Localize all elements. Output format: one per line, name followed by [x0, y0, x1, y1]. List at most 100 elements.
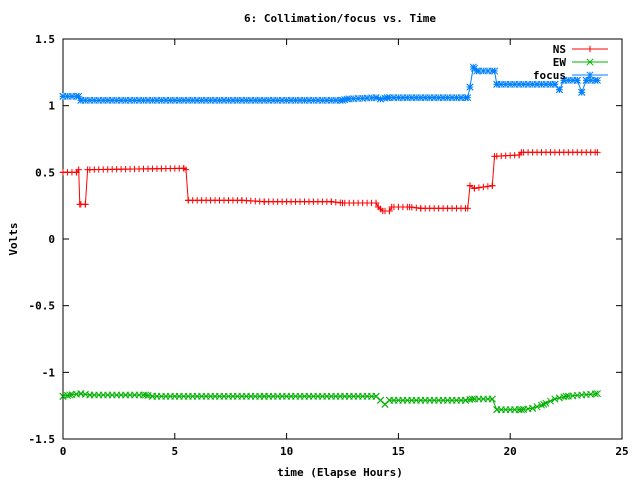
data-point [480, 183, 487, 191]
y-tick-label: -0.5 [29, 300, 56, 313]
data-point [413, 204, 420, 211]
data-point [59, 92, 67, 100]
data-point [406, 203, 413, 211]
data-point [573, 76, 581, 84]
data-point [533, 403, 541, 411]
data-point [578, 88, 586, 96]
data-point [372, 199, 380, 207]
data-point [542, 399, 550, 407]
data-point [489, 182, 496, 189]
data-point [466, 83, 474, 91]
data-point [464, 205, 471, 212]
data-point [555, 394, 563, 402]
data-point [332, 199, 339, 206]
x-tick-label: 5 [171, 445, 178, 458]
data-point [59, 169, 67, 176]
x-tick-label: 10 [280, 445, 293, 458]
data-point [555, 86, 563, 94]
data-point [375, 203, 382, 211]
data-point [182, 166, 190, 173]
legend-marker [586, 58, 594, 66]
data-point [484, 183, 492, 190]
data-point [59, 392, 67, 400]
legend-label-ew: EW [553, 56, 567, 69]
data-point [385, 396, 394, 404]
data-point [551, 395, 559, 403]
data-point [537, 401, 546, 409]
data-point [593, 76, 601, 84]
data-point [591, 390, 599, 398]
x-tick-label: 25 [615, 445, 628, 458]
data-point [185, 197, 192, 204]
y-tick-label: 0 [48, 233, 55, 246]
data-point [260, 392, 268, 400]
data-point [540, 400, 548, 408]
x-tick-label: 20 [504, 445, 517, 458]
series-ns [59, 149, 601, 215]
data-point [338, 96, 347, 104]
y-tick-label: 1 [48, 100, 55, 113]
data-point [464, 94, 472, 102]
data-point [582, 76, 590, 84]
series-ew [59, 390, 601, 414]
data-point [77, 96, 85, 104]
y-tick-label: 1.5 [35, 33, 55, 46]
data-point [261, 198, 268, 205]
x-axis-label: time (Elapse Hours) [277, 466, 403, 479]
data-point [66, 391, 74, 399]
series-line [63, 151, 598, 212]
data-point [376, 95, 385, 103]
data-point [473, 67, 481, 75]
y-axis-label: Volts [7, 222, 20, 255]
data-point [560, 76, 568, 84]
data-point [493, 406, 501, 414]
y-tick-label: -1.5 [29, 433, 56, 446]
data-point [76, 201, 83, 208]
data-point [469, 63, 477, 71]
data-point [388, 203, 395, 211]
data-point [238, 197, 246, 204]
data-point [77, 390, 85, 398]
data-point [529, 404, 537, 412]
data-point [593, 390, 601, 398]
data-point [339, 199, 346, 207]
data-point [383, 94, 391, 102]
data-point [386, 207, 393, 215]
legend-marker [586, 71, 594, 79]
data-point [82, 201, 89, 208]
x-tick-label: 15 [392, 445, 405, 458]
data-point [475, 184, 483, 191]
data-point [148, 392, 156, 400]
data-point [517, 406, 525, 414]
legend-label-ns: NS [553, 43, 566, 56]
data-point [488, 395, 496, 403]
data-point [379, 207, 386, 215]
data-point [461, 396, 470, 404]
data-point [372, 94, 380, 102]
y-tick-label: 0.5 [35, 166, 55, 179]
series-focus [59, 63, 601, 104]
chart-title: 6: Collimation/focus vs. Time [244, 12, 436, 25]
data-point [343, 95, 351, 103]
data-point [562, 392, 570, 400]
data-point [490, 67, 499, 75]
data-point [471, 185, 478, 192]
data-point [518, 149, 525, 156]
data-point [491, 153, 498, 160]
data-point [75, 166, 82, 173]
data-point [466, 182, 474, 189]
data-point [328, 198, 335, 205]
data-point [84, 166, 91, 173]
x-tick-label: 0 [60, 445, 67, 458]
legend-label-focus: focus [533, 69, 566, 82]
data-point [551, 80, 559, 88]
series-group [59, 63, 601, 414]
legend-marker [586, 45, 594, 53]
series-line [63, 65, 598, 101]
y-tick-label: -1 [42, 366, 56, 379]
data-point [546, 397, 555, 405]
data-point [86, 391, 94, 399]
data-point [468, 395, 476, 403]
